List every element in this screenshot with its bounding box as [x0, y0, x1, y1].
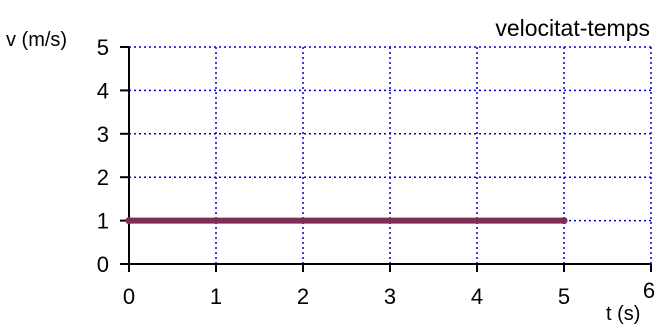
- x-tick-label: 0: [123, 284, 135, 309]
- grid: [129, 46, 652, 264]
- x-tick-label: 2: [297, 284, 309, 309]
- y-tick-label: 2: [97, 165, 109, 190]
- x-tick-label: 3: [384, 284, 396, 309]
- y-tick-label: 0: [97, 252, 109, 277]
- x-tick-labels: 0 1 2 3 4 5 6: [123, 278, 655, 309]
- y-tick-label: 5: [97, 35, 109, 60]
- y-axis-label: v (m/s): [6, 29, 67, 51]
- x-axis-label: t (s): [606, 303, 640, 324]
- x-tick-label: 5: [558, 284, 570, 309]
- y-tick-label: 4: [97, 78, 109, 103]
- y-tick-labels: 0 1 2 3 4 5: [97, 35, 109, 277]
- y-tick-label: 3: [97, 122, 109, 147]
- y-tick-label: 1: [97, 209, 109, 234]
- axes: [120, 46, 652, 272]
- chart-title: velocitat-temps: [495, 15, 650, 41]
- data-point: [560, 217, 568, 225]
- series-layer: [125, 217, 568, 225]
- x-tick-label: 6: [643, 278, 655, 303]
- data-point: [125, 217, 133, 225]
- x-tick-label: 4: [471, 284, 483, 309]
- x-tick-label: 1: [210, 284, 222, 309]
